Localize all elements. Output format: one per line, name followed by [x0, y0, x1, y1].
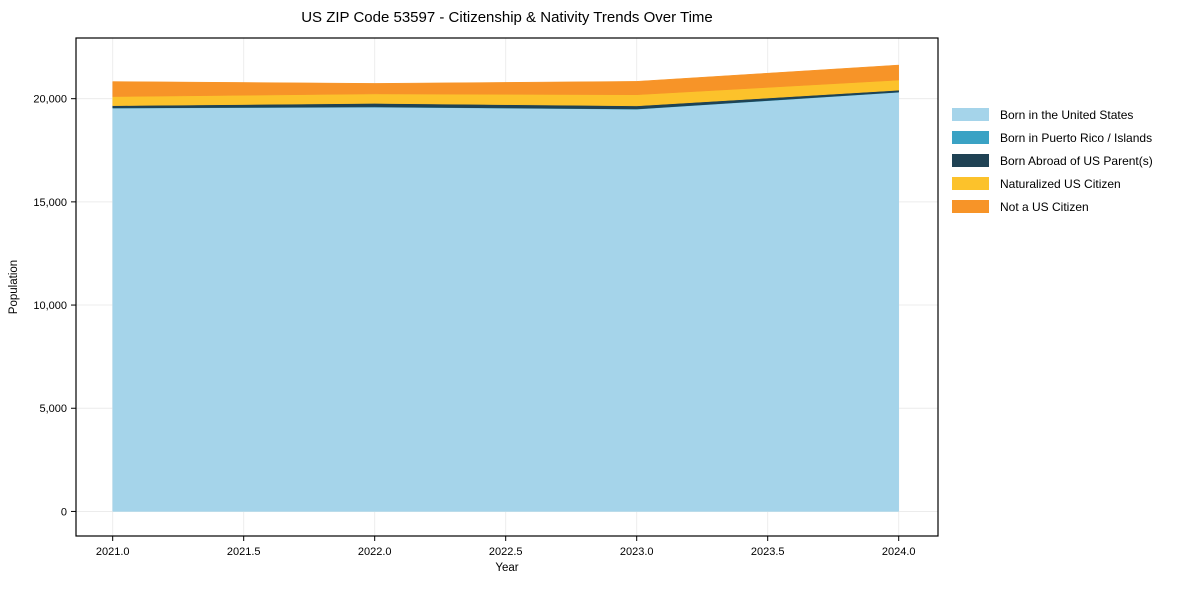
y-tick-label: 10,000	[33, 300, 67, 312]
legend-label: Born in the United States	[1000, 107, 1134, 122]
y-axis-label: Population	[8, 259, 20, 315]
legend-swatch	[952, 108, 989, 121]
area-series-not-a-us-citizen	[112, 64, 899, 97]
x-tick-label: 2023.0	[620, 546, 654, 558]
area-series-born-in-the-united-states	[112, 92, 899, 512]
legend-swatch	[952, 131, 989, 144]
legend-item: Naturalized US Citizen	[952, 172, 1153, 195]
legend-item: Born in the United States	[952, 103, 1153, 126]
y-tick-label: 15,000	[33, 197, 67, 209]
chart-title: US ZIP Code 53597 - Citizenship & Nativi…	[301, 9, 713, 26]
legend-swatch	[952, 154, 989, 167]
legend-label: Not a US Citizen	[1000, 199, 1089, 214]
legend: Born in the United States Born in Puerto …	[952, 103, 1153, 218]
y-tick-label: 0	[61, 506, 67, 518]
legend-swatch	[952, 177, 989, 190]
x-tick-label: 2023.5	[751, 546, 785, 558]
legend-item: Not a US Citizen	[952, 195, 1153, 218]
legend-label: Born in Puerto Rico / Islands	[1000, 130, 1153, 145]
x-tick-label: 2021.5	[227, 546, 261, 558]
legend-item: Born in Puerto Rico / Islands	[952, 126, 1153, 149]
x-tick-label: 2024.0	[882, 546, 916, 558]
legend-swatch	[952, 200, 989, 213]
x-tick-label: 2022.5	[489, 546, 523, 558]
legend-item: Born Abroad of US Parent(s)	[952, 149, 1153, 172]
legend-label: Born Abroad of US Parent(s)	[1000, 153, 1153, 168]
y-tick-label: 20,000	[33, 94, 67, 106]
y-tick-label: 5,000	[39, 403, 67, 415]
legend-label: Naturalized US Citizen	[1000, 176, 1121, 191]
x-tick-label: 2021.0	[96, 546, 130, 558]
plot-frame	[75, 37, 939, 537]
x-axis-label: Year	[495, 562, 519, 574]
x-tick-label: 2022.0	[358, 546, 392, 558]
